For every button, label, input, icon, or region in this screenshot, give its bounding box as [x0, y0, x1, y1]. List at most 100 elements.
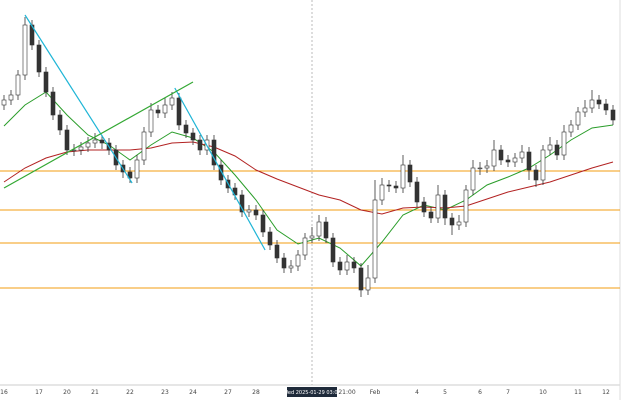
candle-body: [1, 99, 7, 106]
candle-body: [554, 144, 560, 156]
candle-body: [610, 109, 616, 121]
candle-body: [64, 129, 70, 151]
trend-line: [24, 14, 133, 184]
candle-body: [337, 261, 343, 271]
candle-body: [197, 139, 203, 151]
candle-body: [351, 261, 357, 269]
candle-body: [428, 211, 434, 219]
candle-body: [561, 131, 567, 156]
candle-body: [92, 139, 98, 144]
candle-body: [267, 231, 273, 246]
candle-body: [358, 267, 364, 291]
candle-body: [15, 74, 21, 96]
x-tick-label: 12: [602, 389, 610, 396]
x-tick-label: 6: [478, 389, 482, 396]
candle-body: [176, 97, 182, 126]
x-tick-label: Feb: [370, 389, 381, 396]
trend-line: [174, 87, 266, 251]
candle-body: [148, 109, 154, 133]
candle-body: [575, 111, 581, 126]
candle-body: [85, 142, 91, 148]
candle-body: [316, 221, 322, 237]
x-tick-label: 10: [539, 389, 547, 396]
x-tick-label: 23: [161, 389, 169, 396]
x-tick-label: 17: [35, 389, 43, 396]
candle-body: [540, 149, 546, 181]
candle-body: [386, 184, 392, 187]
x-tick-label: 11: [574, 389, 582, 396]
candle-body: [463, 189, 469, 223]
candle-body: [253, 209, 259, 216]
moving-average: [3, 141, 614, 215]
candle-body: [36, 44, 42, 73]
candle-body: [295, 254, 301, 267]
candle-body: [533, 169, 539, 181]
candle-body: [169, 97, 175, 106]
candle-body: [568, 124, 574, 133]
candle-body: [8, 94, 14, 101]
candle-body: [155, 109, 161, 114]
candle-body: [582, 107, 588, 113]
candle-body: [323, 221, 329, 239]
x-tick-label: 21:00: [338, 389, 355, 396]
candle-body: [274, 244, 280, 259]
candle-body: [218, 164, 224, 181]
candle-body: [505, 159, 511, 163]
candle-body: [442, 194, 448, 219]
candle-body: [414, 181, 420, 203]
candle-body: [288, 265, 294, 269]
candle-body: [379, 184, 385, 201]
candle-body: [400, 164, 406, 189]
candle-body: [589, 99, 595, 109]
candle-body: [211, 139, 217, 166]
candle-body: [50, 91, 56, 116]
candle-body: [57, 114, 63, 131]
candle-body: [43, 71, 49, 93]
candle-body: [330, 237, 336, 263]
candle-body: [141, 131, 147, 161]
candle-body: [281, 257, 287, 269]
candle-body: [78, 146, 84, 151]
crosshair-label-bg: [287, 387, 337, 397]
candle-body: [547, 144, 553, 151]
candle-body: [407, 164, 413, 183]
x-tick-label: 28: [252, 389, 260, 396]
candle-body: [435, 194, 441, 219]
candle-body: [519, 151, 525, 159]
candle-body: [344, 261, 350, 271]
candle-body: [246, 209, 252, 213]
candle-body: [99, 139, 105, 144]
candle-body: [449, 217, 455, 226]
candle-body: [393, 185, 399, 189]
candle-body: [127, 171, 133, 179]
candle-body: [596, 99, 602, 105]
moving-average: [3, 91, 614, 267]
x-tick-label: 24: [189, 389, 197, 396]
candle-body: [260, 214, 266, 233]
x-tick-label: 20: [63, 389, 71, 396]
candle-body: [22, 24, 28, 76]
candle-body: [512, 157, 518, 163]
candle-body: [134, 159, 140, 179]
candle-body: [526, 151, 532, 171]
candle-body: [309, 235, 315, 239]
candle-body: [162, 104, 168, 114]
candle-body: [239, 194, 245, 213]
x-tick-label: 22: [126, 389, 134, 396]
x-tick-label: 7: [506, 389, 510, 396]
candle-body: [470, 167, 476, 191]
candle-body: [190, 132, 196, 141]
x-tick-label: 16: [0, 389, 8, 396]
trend-line: [3, 81, 194, 189]
candle-body: [456, 221, 462, 226]
candle-body: [365, 277, 371, 291]
candle-body: [603, 103, 609, 111]
candle-body: [484, 165, 490, 169]
x-tick-label: 21: [91, 389, 99, 396]
candle-body: [477, 167, 483, 170]
candle-body: [183, 124, 189, 134]
candle-body: [302, 237, 308, 256]
x-tick-label: 27: [224, 389, 232, 396]
